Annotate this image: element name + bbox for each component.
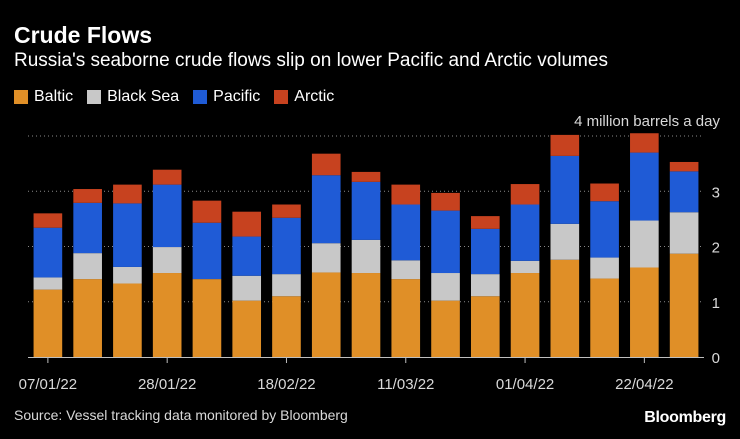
legend-swatch-pacific — [193, 90, 208, 104]
bar-segment-arctic — [431, 192, 460, 211]
bar-segment-black-sea — [550, 223, 580, 260]
bar-segment-pacific — [590, 201, 619, 258]
bar-segment-arctic — [113, 184, 142, 204]
bar-segment-black-sea — [669, 212, 699, 254]
bar-segment-black-sea — [470, 274, 500, 297]
bar-segment-pacific — [152, 184, 182, 248]
legend-label-arctic: Arctic — [294, 88, 335, 105]
bar-segment-baltic — [391, 279, 421, 357]
bar-segment-baltic — [232, 300, 262, 357]
bar-segment-arctic — [73, 189, 102, 203]
bar-segment-pacific — [550, 155, 580, 224]
bar-segment-pacific — [510, 204, 540, 261]
bar-segment-baltic — [192, 279, 222, 357]
x-tick-label: 28/01/22 — [138, 376, 196, 393]
x-tick-label: 07/01/22 — [19, 376, 77, 393]
bars — [33, 133, 699, 357]
legend-item-arctic: Arctic — [274, 88, 334, 106]
bar-segment-arctic — [351, 171, 381, 182]
bar-segment-arctic — [590, 183, 619, 202]
bar-segment-black-sea — [510, 260, 540, 274]
bar-segment-arctic — [470, 216, 500, 229]
bar-segment-baltic — [630, 267, 659, 357]
bar-segment-pacific — [272, 217, 301, 275]
bar-segment-black-sea — [73, 253, 102, 280]
legend-item-pacific: Pacific — [193, 88, 260, 106]
bar-segment-arctic — [272, 204, 301, 218]
legend-label-baltic: Baltic — [34, 88, 74, 105]
bloomberg-logo: Bloomberg — [644, 409, 726, 426]
bar-segment-arctic — [630, 133, 659, 153]
bar-segment-pacific — [470, 228, 500, 275]
bar-segment-baltic — [272, 296, 301, 357]
bar-segment-baltic — [351, 273, 381, 357]
bar-segment-pacific — [630, 152, 659, 221]
bar-segment-pacific — [232, 236, 262, 276]
bar-segment-arctic — [391, 184, 421, 205]
bar-segment-black-sea — [232, 275, 262, 301]
bar-segment-pacific — [391, 204, 421, 261]
axes: 0 1 2 3 4 million barrels a day 07/01/22 28/01… — [19, 113, 721, 393]
bar-segment-baltic — [510, 273, 540, 357]
chart-subtitle: Russia's seaborne crude flows slip on lo… — [14, 50, 608, 71]
bar-segment-baltic — [152, 273, 182, 357]
bar-segment-pacific — [33, 227, 63, 278]
bar-segment-pacific — [351, 181, 381, 240]
bar-segment-arctic — [550, 134, 580, 156]
bar-segment-pacific — [431, 210, 460, 274]
bar-segment-black-sea — [630, 220, 659, 268]
bar-segment-black-sea — [351, 239, 381, 274]
bar-segment-arctic — [192, 200, 222, 223]
bar-segment-black-sea — [152, 247, 182, 274]
bar-segment-baltic — [431, 300, 460, 357]
chart-title: Crude Flows — [14, 22, 153, 48]
bar-segment-arctic — [33, 213, 63, 228]
bar-segment-baltic — [113, 283, 142, 357]
bar-segment-baltic — [550, 259, 580, 357]
bar-segment-baltic — [590, 278, 619, 357]
x-tick-label: 22/04/22 — [615, 376, 673, 393]
bar-segment-arctic — [152, 169, 182, 185]
bar-segment-black-sea — [33, 277, 63, 290]
x-tick-label: 18/02/22 — [257, 376, 315, 393]
bar-segment-baltic — [73, 279, 102, 357]
bar-segment-pacific — [311, 175, 341, 244]
source-note: Source: Vessel tracking data monitored b… — [14, 407, 348, 423]
bar-segment-baltic — [311, 272, 341, 357]
bar-segment-black-sea — [590, 257, 619, 279]
legend-label-black-sea: Black Sea — [107, 88, 180, 105]
bar-segment-arctic — [311, 153, 341, 176]
y-tick-label: 1 — [712, 295, 720, 312]
bar-segment-black-sea — [113, 266, 142, 284]
bar-segment-black-sea — [391, 260, 421, 280]
bar-segment-arctic — [510, 184, 540, 205]
bar-segment-pacific — [73, 202, 102, 254]
bar-segment-pacific — [669, 171, 699, 213]
y-tick-label: 2 — [712, 240, 720, 257]
legend-swatch-arctic — [274, 90, 289, 104]
bar-segment-baltic — [669, 253, 699, 357]
bar-segment-pacific — [113, 203, 142, 267]
bar-segment-pacific — [192, 222, 222, 280]
bar-segment-arctic — [669, 161, 699, 172]
legend-label-pacific: Pacific — [213, 88, 261, 105]
bar-segment-baltic — [33, 289, 63, 357]
legend-item-baltic: Baltic — [14, 88, 73, 106]
bar-segment-black-sea — [272, 274, 301, 297]
y-tick-label: 3 — [712, 184, 720, 201]
bar-segment-baltic — [470, 296, 500, 357]
x-tick-label: 01/04/22 — [496, 376, 554, 393]
legend: Baltic Black Sea Pacific Arctic — [14, 87, 348, 107]
bar-segment-black-sea — [431, 273, 460, 301]
bar-segment-arctic — [232, 211, 262, 237]
legend-swatch-black-sea — [87, 90, 102, 104]
y-tick-label: 0 — [712, 350, 720, 367]
legend-swatch-baltic — [14, 90, 28, 104]
legend-item-black-sea: Black Sea — [87, 88, 179, 106]
x-tick-label: 11/03/22 — [377, 376, 434, 393]
bar-segment-black-sea — [311, 243, 341, 273]
y-axis-unit-label: 4 million barrels a day — [574, 113, 720, 130]
